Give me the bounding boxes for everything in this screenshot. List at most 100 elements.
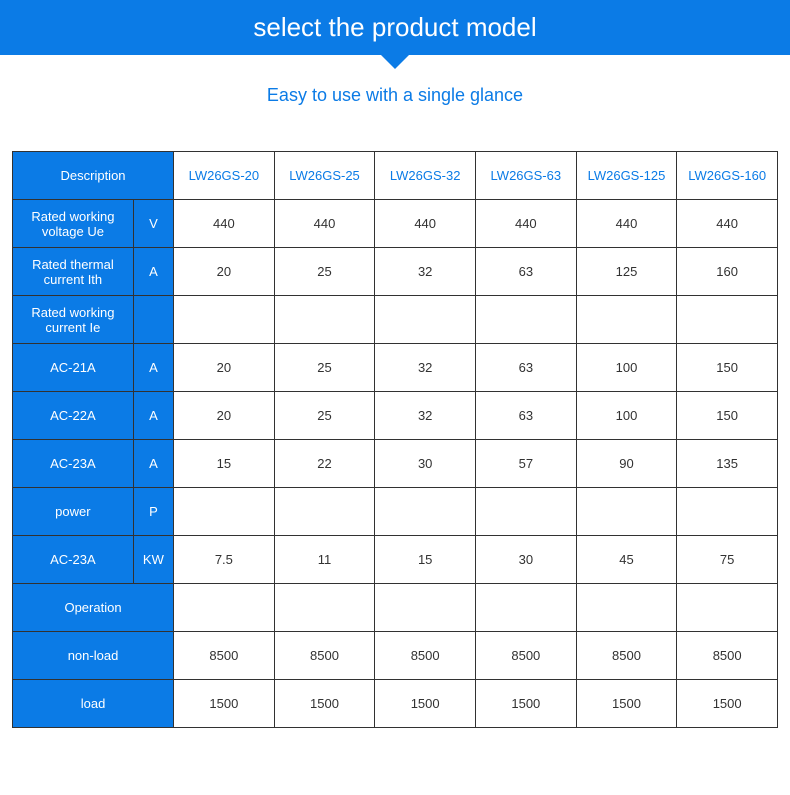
cell-value: 25	[274, 392, 375, 440]
cell-value: 1500	[677, 680, 778, 728]
cell-value: 32	[375, 248, 476, 296]
cell-value	[677, 296, 778, 344]
cell-value: 160	[677, 248, 778, 296]
cell-value: 25	[274, 248, 375, 296]
row-unit	[133, 296, 173, 344]
cell-value	[174, 296, 275, 344]
spec-table: Description LW26GS-20 LW26GS-25 LW26GS-3…	[12, 151, 778, 728]
cell-value: 63	[476, 392, 577, 440]
cell-value: 15	[375, 536, 476, 584]
cell-value: 20	[174, 392, 275, 440]
table-body: Rated working voltage UeV440440440440440…	[13, 200, 778, 728]
row-label: AC-23A	[13, 440, 134, 488]
header-model: LW26GS-25	[274, 152, 375, 200]
header-model: LW26GS-160	[677, 152, 778, 200]
table-row: non-load850085008500850085008500	[13, 632, 778, 680]
cell-value	[476, 296, 577, 344]
row-unit: KW	[133, 536, 173, 584]
row-label: Rated working voltage Ue	[13, 200, 134, 248]
header-model: LW26GS-32	[375, 152, 476, 200]
cell-value	[677, 488, 778, 536]
header-model: LW26GS-125	[576, 152, 677, 200]
cell-value: 57	[476, 440, 577, 488]
cell-value: 20	[174, 248, 275, 296]
cell-value: 100	[576, 392, 677, 440]
cell-value	[576, 488, 677, 536]
row-label: non-load	[13, 632, 174, 680]
row-label: Rated working current Ie	[13, 296, 134, 344]
table-row: AC-23AA1522305790135	[13, 440, 778, 488]
cell-value: 25	[274, 344, 375, 392]
cell-value: 1500	[476, 680, 577, 728]
cell-value: 150	[677, 344, 778, 392]
cell-value	[375, 488, 476, 536]
cell-value: 1500	[576, 680, 677, 728]
table-row: AC-23AKW7.51115304575	[13, 536, 778, 584]
subtitle: Easy to use with a single glance	[0, 85, 790, 106]
cell-value: 8500	[274, 632, 375, 680]
cell-value: 440	[174, 200, 275, 248]
row-label: AC-23A	[13, 536, 134, 584]
cell-value: 75	[677, 536, 778, 584]
cell-value: 1500	[174, 680, 275, 728]
row-label: AC-22A	[13, 392, 134, 440]
cell-value: 150	[677, 392, 778, 440]
cell-value	[274, 488, 375, 536]
cell-value: 30	[476, 536, 577, 584]
cell-value	[677, 584, 778, 632]
table-row: AC-22AA20253263100150	[13, 392, 778, 440]
cell-value: 8500	[375, 632, 476, 680]
cell-value	[174, 488, 275, 536]
table-row: Rated working voltage UeV440440440440440…	[13, 200, 778, 248]
cell-value: 135	[677, 440, 778, 488]
table-header-row: Description LW26GS-20 LW26GS-25 LW26GS-3…	[13, 152, 778, 200]
cell-value: 63	[476, 248, 577, 296]
table-row: AC-21AA20253263100150	[13, 344, 778, 392]
cell-value: 11	[274, 536, 375, 584]
cell-value	[274, 296, 375, 344]
row-unit: A	[133, 344, 173, 392]
table-row: powerP	[13, 488, 778, 536]
cell-value: 100	[576, 344, 677, 392]
table-row: load150015001500150015001500	[13, 680, 778, 728]
header-model: LW26GS-20	[174, 152, 275, 200]
header-description: Description	[13, 152, 174, 200]
cell-value: 8500	[476, 632, 577, 680]
row-unit: A	[133, 248, 173, 296]
cell-value: 32	[375, 392, 476, 440]
cell-value: 63	[476, 344, 577, 392]
cell-value: 22	[274, 440, 375, 488]
cell-value: 8500	[677, 632, 778, 680]
cell-value: 30	[375, 440, 476, 488]
table-wrap: Description LW26GS-20 LW26GS-25 LW26GS-3…	[0, 151, 790, 728]
cell-value: 125	[576, 248, 677, 296]
cell-value: 20	[174, 344, 275, 392]
cell-value	[174, 584, 275, 632]
row-unit: V	[133, 200, 173, 248]
cell-value	[576, 296, 677, 344]
row-label: Rated thermal current Ith	[13, 248, 134, 296]
row-unit: P	[133, 488, 173, 536]
header-model: LW26GS-63	[476, 152, 577, 200]
cell-value: 440	[576, 200, 677, 248]
cell-value: 440	[274, 200, 375, 248]
row-label: power	[13, 488, 134, 536]
cell-value: 1500	[274, 680, 375, 728]
row-unit: A	[133, 440, 173, 488]
row-label: load	[13, 680, 174, 728]
cell-value: 32	[375, 344, 476, 392]
cell-value: 440	[375, 200, 476, 248]
cell-value: 45	[576, 536, 677, 584]
table-row: Rated thermal current IthA20253263125160	[13, 248, 778, 296]
banner: select the product model	[0, 0, 790, 55]
cell-value: 440	[476, 200, 577, 248]
row-label: Operation	[13, 584, 174, 632]
cell-value	[576, 584, 677, 632]
cell-value	[274, 584, 375, 632]
row-label: AC-21A	[13, 344, 134, 392]
cell-value: 8500	[174, 632, 275, 680]
cell-value	[476, 584, 577, 632]
cell-value: 7.5	[174, 536, 275, 584]
cell-value	[375, 296, 476, 344]
cell-value: 1500	[375, 680, 476, 728]
